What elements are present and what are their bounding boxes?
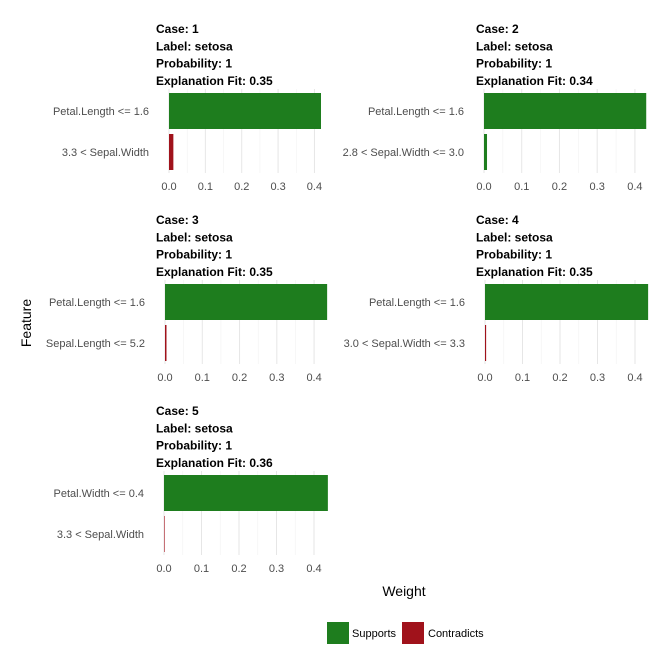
bar-contradicts xyxy=(164,516,165,552)
facet-panels: Case: 1 Label: setosa Probability: 1 Explan… xyxy=(46,22,649,575)
feature-label: Petal.Length <= 1.6 xyxy=(368,106,464,118)
feature-label: Petal.Width <= 0.4 xyxy=(54,488,145,500)
y-axis-title: Feature xyxy=(18,299,34,347)
panel-header-label: Label: setosa xyxy=(476,39,553,53)
panel-header-case: Case: 2 xyxy=(476,22,519,36)
feature-label: 3.3 < Sepal.Width xyxy=(57,529,144,541)
x-tick-label: 0.4 xyxy=(627,181,642,193)
bar-contradicts xyxy=(169,134,174,170)
x-tick-label: 0.2 xyxy=(232,372,247,384)
x-tick-label: 0.4 xyxy=(306,372,321,384)
legend-label-supports: Supports xyxy=(352,628,397,640)
x-tick-label: 0.0 xyxy=(156,563,171,575)
panel-header-probability: Probability: 1 xyxy=(156,57,232,71)
facet-panel-3: Case: 3 Label: setosa Probability: 1 Explan… xyxy=(46,213,328,384)
facet-panel-1: Case: 1 Label: setosa Probability: 1 Explan… xyxy=(53,22,322,193)
panel-header-probability: Probability: 1 xyxy=(156,439,232,453)
panel-header-label: Label: setosa xyxy=(156,39,233,53)
panel-header-fit: Explanation Fit: 0.35 xyxy=(156,265,273,279)
x-tick-label: 0.0 xyxy=(476,181,491,193)
panel-header-fit: Explanation Fit: 0.34 xyxy=(476,74,593,88)
x-tick-label: 0.2 xyxy=(231,563,246,575)
x-tick-label: 0.0 xyxy=(157,372,172,384)
legend-swatch-contradicts xyxy=(402,622,424,644)
x-tick-label: 0.1 xyxy=(514,181,529,193)
x-axis-title: Weight xyxy=(382,583,425,599)
x-tick-label: 0.2 xyxy=(552,372,567,384)
panel-header-case: Case: 3 xyxy=(156,213,199,227)
feature-label: Petal.Length <= 1.6 xyxy=(49,297,145,309)
bar-supports xyxy=(484,93,647,129)
panel-header-fit: Explanation Fit: 0.35 xyxy=(476,265,593,279)
x-tick-label: 0.1 xyxy=(198,181,213,193)
feature-label: Sepal.Length <= 5.2 xyxy=(46,338,145,350)
bar-contradicts xyxy=(485,325,487,361)
panel-header-label: Label: setosa xyxy=(476,230,553,244)
x-tick-label: 0.1 xyxy=(195,372,210,384)
facet-panel-5: Case: 5 Label: setosa Probability: 1 Explan… xyxy=(54,404,328,575)
feature-label: Petal.Length <= 1.6 xyxy=(53,106,149,118)
x-tick-label: 0.2 xyxy=(552,181,567,193)
x-tick-label: 0.4 xyxy=(627,372,642,384)
x-tick-label: 0.3 xyxy=(590,372,605,384)
panel-header-case: Case: 5 xyxy=(156,404,199,418)
x-tick-label: 0.3 xyxy=(270,181,285,193)
bar-supports xyxy=(169,93,321,129)
facet-panel-2: Case: 2 Label: setosa Probability: 1 Explan… xyxy=(343,22,647,193)
legend-swatch-supports xyxy=(327,622,349,644)
bar-supports xyxy=(485,284,649,320)
panel-header-label: Label: setosa xyxy=(156,421,233,435)
panel-header-probability: Probability: 1 xyxy=(476,57,552,71)
x-tick-label: 0.2 xyxy=(234,181,249,193)
feature-label: 3.0 < Sepal.Width <= 3.3 xyxy=(344,338,465,350)
feature-label: 2.8 < Sepal.Width <= 3.0 xyxy=(343,147,464,159)
panel-header-fit: Explanation Fit: 0.36 xyxy=(156,456,273,470)
feature-label: Petal.Length <= 1.6 xyxy=(369,297,465,309)
panel-header-case: Case: 4 xyxy=(476,213,519,227)
panel-header-case: Case: 1 xyxy=(156,22,199,36)
panel-header-fit: Explanation Fit: 0.35 xyxy=(156,74,273,88)
x-tick-label: 0.3 xyxy=(590,181,605,193)
panel-header-label: Label: setosa xyxy=(156,230,233,244)
x-tick-label: 0.4 xyxy=(306,563,321,575)
panel-header-probability: Probability: 1 xyxy=(476,248,552,262)
x-tick-label: 0.0 xyxy=(477,372,492,384)
bar-contradicts xyxy=(165,325,167,361)
bar-supports xyxy=(164,475,328,511)
facet-panel-4: Case: 4 Label: setosa Probability: 1 Explan… xyxy=(344,213,649,384)
panel-header-probability: Probability: 1 xyxy=(156,248,232,262)
bar-supports xyxy=(165,284,328,320)
x-tick-label: 0.0 xyxy=(161,181,176,193)
feature-label: 3.3 < Sepal.Width xyxy=(62,147,149,159)
bar-supports xyxy=(484,134,488,170)
legend-label-contradicts: Contradicts xyxy=(428,628,484,640)
legend: Supports Contradicts xyxy=(327,622,484,644)
x-tick-label: 0.3 xyxy=(269,563,284,575)
x-tick-label: 0.3 xyxy=(269,372,284,384)
x-tick-label: 0.1 xyxy=(194,563,209,575)
x-tick-label: 0.4 xyxy=(307,181,322,193)
x-tick-label: 0.1 xyxy=(515,372,530,384)
